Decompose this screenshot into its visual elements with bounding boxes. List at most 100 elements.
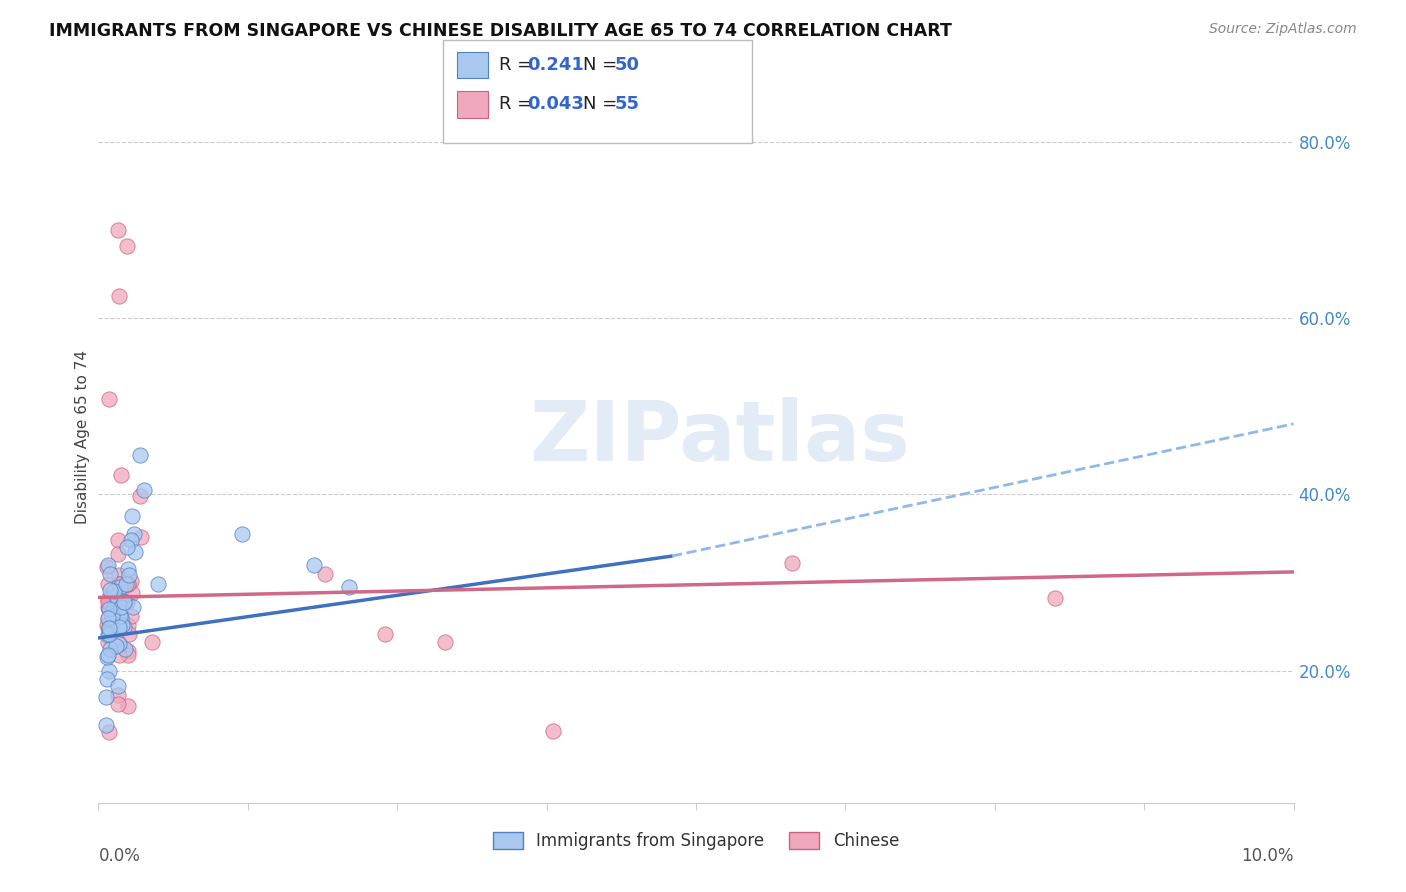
Point [98,582,122,597]
Point [108,580,131,594]
Point [110,467,132,482]
Point [98,621,121,635]
Point [94,690,117,704]
Legend: Immigrants from Singapore, Chinese: Immigrants from Singapore, Chinese [486,825,905,856]
Point [107,637,129,651]
Point [97,558,120,572]
Point [96,559,118,574]
Point [100,607,122,621]
Y-axis label: Disability Age 65 to 74: Disability Age 65 to 74 [75,350,90,524]
Text: N =: N = [583,95,623,113]
Text: IMMIGRANTS FROM SINGAPORE VS CHINESE DISABILITY AGE 65 TO 74 CORRELATION CHART: IMMIGRANTS FROM SINGAPORE VS CHINESE DIS… [49,22,952,40]
Point [120,609,142,624]
Point [98,641,122,656]
Point [541,723,564,738]
Point [117,577,139,591]
Point [115,577,138,591]
Point [98,591,121,606]
Point [107,680,129,694]
Text: Source: ZipAtlas.com: Source: ZipAtlas.com [1209,22,1357,37]
Point [117,562,139,576]
Point [121,586,143,600]
Point [105,639,128,653]
Point [107,547,129,561]
Point [97,611,120,625]
Point [108,586,131,600]
Point [98,602,121,616]
Point [98,566,122,581]
Point [121,509,143,524]
Point [132,483,155,497]
Point [97,577,120,591]
Point [96,617,118,632]
Point [110,611,132,625]
Point [98,621,121,635]
Point [107,223,129,237]
Point [124,544,146,558]
Point [107,621,129,635]
Text: 10.0%: 10.0% [1241,847,1294,864]
Point [107,591,129,606]
Point [118,568,141,582]
Point [114,595,136,609]
Point [141,635,163,649]
Point [107,577,129,591]
Point [120,574,142,588]
Point [110,595,132,609]
Point [117,648,139,662]
Point [97,600,120,615]
Point [98,626,121,640]
Point [118,626,141,640]
Text: 0.0%: 0.0% [98,847,141,864]
Point [105,589,128,603]
Point [107,619,129,633]
Point [112,595,135,609]
Point [1043,591,1066,606]
Point [374,626,396,640]
Point [117,698,139,713]
Point [124,527,146,541]
Point [97,595,120,609]
Point [115,540,138,554]
Text: ZIPatlas: ZIPatlas [530,397,910,477]
Point [148,577,170,591]
Point [98,725,121,739]
Point [98,619,121,633]
Point [97,648,120,662]
Point [115,595,138,609]
Point [231,527,253,541]
Point [122,600,145,615]
Point [434,635,457,649]
Point [780,556,803,570]
Point [117,644,139,658]
Point [101,602,124,616]
Point [120,533,142,548]
Point [98,602,121,616]
Point [117,577,139,591]
Point [107,568,129,582]
Point [98,392,121,407]
Point [97,593,120,607]
Point [100,609,122,624]
Point [97,635,120,649]
Point [129,448,152,462]
Point [97,613,120,627]
Point [98,600,121,615]
Text: 50: 50 [614,56,640,74]
Point [108,609,131,624]
Point [315,566,337,581]
Text: N =: N = [583,56,623,74]
Point [111,617,134,632]
Text: 0.241: 0.241 [527,56,583,74]
Point [107,593,129,607]
Text: R =: R = [499,95,538,113]
Point [98,664,121,678]
Point [97,628,120,642]
Point [98,602,121,616]
Point [114,641,136,656]
Point [107,697,129,711]
Point [107,648,129,662]
Point [339,580,361,594]
Point [107,289,129,303]
Point [107,533,129,548]
